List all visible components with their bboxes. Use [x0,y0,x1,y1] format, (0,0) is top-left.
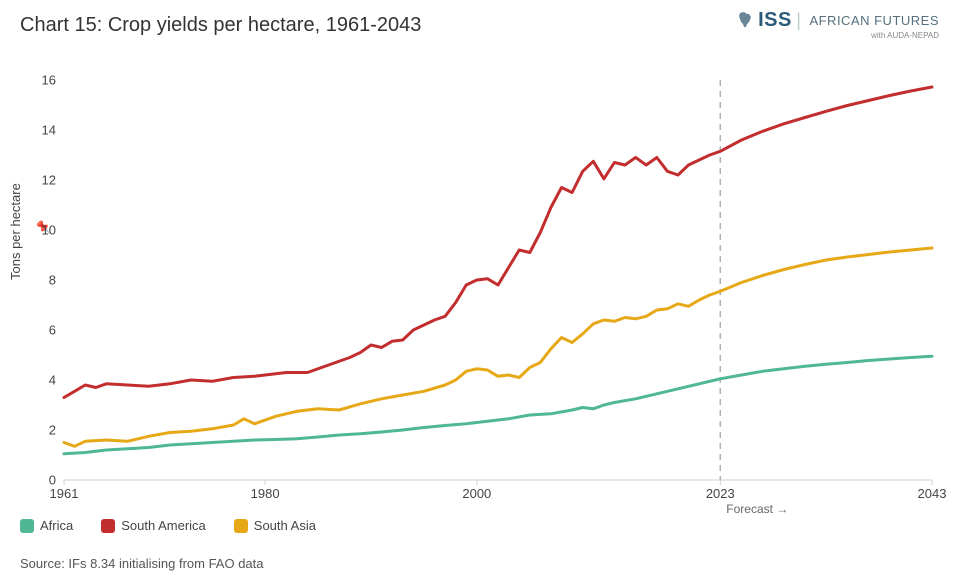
legend-item[interactable]: South Asia [234,518,316,533]
x-tick: 2000 [462,486,491,501]
y-tick: 8 [26,273,56,288]
forecast-label: Forecast → [726,502,788,516]
legend-swatch [20,519,34,533]
legend-item[interactable]: Africa [20,518,73,533]
logo-iss-text: ISS [758,10,792,30]
legend: Africa South America South Asia [20,518,316,533]
legend-item[interactable]: South America [101,518,206,533]
series-line [64,248,932,446]
series-line [64,356,932,454]
legend-label: Africa [40,518,73,533]
legend-label: South Asia [254,518,316,533]
y-tick: 2 [26,423,56,438]
brand-logo: ISS | AFRICAN FUTURES with AUDA-NEPAD [736,10,939,40]
x-tick: 1961 [50,486,79,501]
chart-svg [64,80,932,480]
logo-sub-text: with AUDA-NEPAD [736,32,939,40]
y-tick: 6 [26,323,56,338]
series-line [64,87,932,398]
y-tick: 4 [26,373,56,388]
africa-icon [736,11,754,29]
legend-label: South America [121,518,206,533]
x-tick: 2023 [706,486,735,501]
y-tick: 12 [26,173,56,188]
legend-swatch [234,519,248,533]
chart-title: Chart 15: Crop yields per hectare, 1961-… [20,14,421,37]
source-text: Source: IFs 8.34 initialising from FAO d… [20,556,264,571]
plot-area: 024681012141619611980200020232043Forecas… [64,80,932,480]
y-axis-label: Tons per hectare [8,183,23,280]
chart-container: Chart 15: Crop yields per hectare, 1961-… [0,0,955,584]
y-tick: 14 [26,123,56,138]
x-tick: 2043 [918,486,947,501]
logo-af-text: AFRICAN FUTURES [809,14,939,27]
y-tick: 10 [26,223,56,238]
legend-swatch [101,519,115,533]
x-tick: 1980 [251,486,280,501]
y-tick: 16 [26,73,56,88]
